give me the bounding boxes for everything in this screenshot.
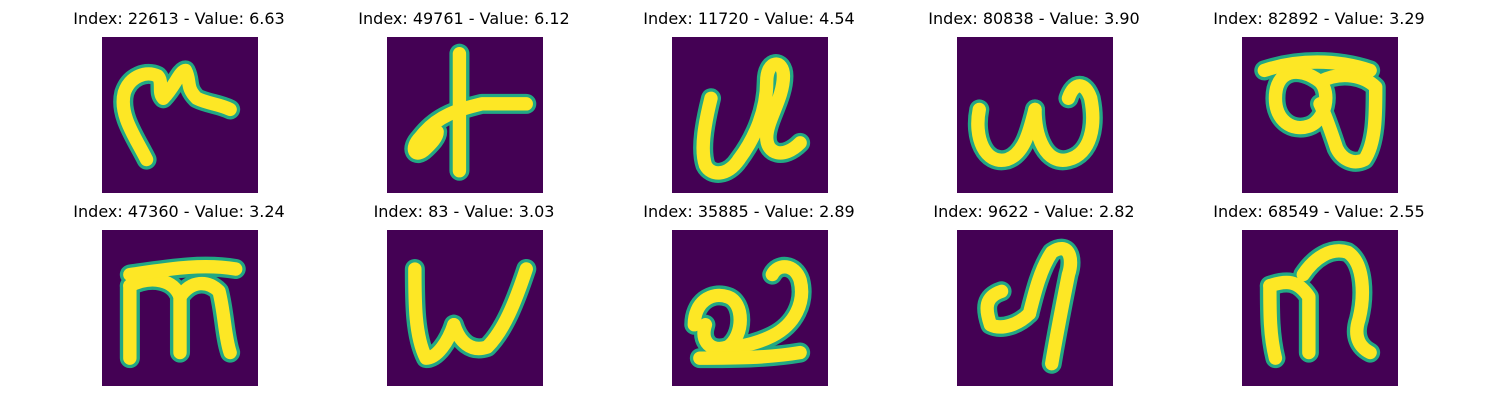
glyph: [693, 54, 811, 183]
glyph-stroke: [1263, 275, 1316, 360]
glyph-stroke: [1313, 68, 1383, 169]
glyph: [977, 238, 1081, 374]
glyph-stroke: [693, 345, 807, 365]
digit-image: [387, 230, 543, 386]
glyph-stroke: [1296, 244, 1377, 360]
glyph-stroke: [696, 91, 746, 180]
glyph-stroke: [721, 260, 809, 354]
panel-title: Index: 83 - Value: 3.03: [373, 202, 555, 221]
digit-image: [957, 37, 1113, 193]
digit-image: [672, 37, 828, 193]
glyph-stroke: [1263, 279, 1283, 365]
image-background: [672, 37, 828, 193]
panel-title: Index: 22613 - Value: 6.63: [73, 9, 285, 28]
digit-image: [1242, 37, 1398, 193]
glyph-stroke: [980, 284, 1037, 334]
glyph: [967, 76, 1103, 171]
glyph: [113, 60, 241, 170]
glyph: [404, 258, 537, 369]
panel-title: Index: 82892 - Value: 3.29: [1213, 9, 1425, 28]
glyph: [1259, 240, 1381, 369]
digit-image: [387, 37, 543, 193]
digit-image: [672, 230, 828, 386]
glyph: [1254, 52, 1386, 172]
glyph: [119, 256, 246, 369]
glyph-stroke: [1257, 55, 1377, 78]
glyph-stroke: [971, 102, 1042, 167]
glyph-stroke: [116, 63, 237, 167]
glyph-stroke: [1028, 79, 1100, 167]
panel-title: Index: 11720 - Value: 4.54: [643, 9, 855, 28]
glyph-stroke: [413, 97, 533, 144]
glyph: [404, 43, 537, 181]
panel-title: Index: 35885 - Value: 2.89: [643, 202, 855, 221]
digit-image: [1242, 230, 1398, 386]
glyph-stroke: [1022, 242, 1078, 371]
panel-title: Index: 68549 - Value: 2.55: [1213, 202, 1425, 221]
glyph-stroke: [687, 288, 747, 356]
glyph-stroke: [732, 57, 807, 167]
digit-image: [102, 37, 258, 193]
glyph-stroke: [447, 262, 533, 356]
glyph-stroke: [407, 125, 444, 160]
panel-title: Index: 80838 - Value: 3.90: [928, 9, 1140, 28]
glyph-stroke: [123, 260, 243, 282]
glyph: [684, 256, 812, 369]
panel-title: Index: 9622 - Value: 2.82: [933, 202, 1135, 221]
panel-title: Index: 49761 - Value: 6.12: [358, 9, 570, 28]
panel-title: Index: 47360 - Value: 3.24: [73, 202, 285, 221]
digit-image: [957, 230, 1113, 386]
glyph-stroke: [173, 276, 237, 360]
glyph-stroke: [408, 262, 461, 365]
digit-image: [102, 230, 258, 386]
